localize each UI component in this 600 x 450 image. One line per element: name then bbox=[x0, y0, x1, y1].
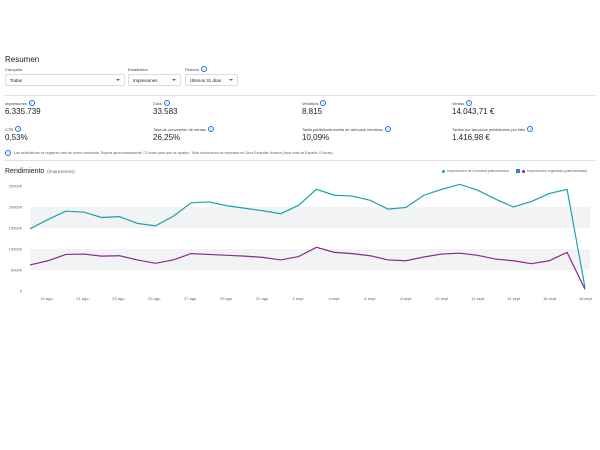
info-icon[interactable]: i bbox=[28, 100, 35, 106]
stats-note-text: Las estadísticas se registran casi de fo… bbox=[14, 151, 334, 155]
legend-dot-icon bbox=[442, 169, 445, 173]
performance-title: Rendimiento (Impresiones) bbox=[5, 168, 75, 175]
series-line-ads bbox=[29, 183, 586, 288]
metric-value: 6.335.739 bbox=[5, 107, 41, 116]
metric-avg-ad-rate: Tarifa publicitaria media de artículos v… bbox=[302, 126, 391, 142]
info-icon[interactable]: i bbox=[163, 100, 170, 106]
metric-label: Tarifas por anuncios publicitarios por f… bbox=[452, 126, 526, 132]
y-tick-label: 250000 bbox=[9, 184, 23, 189]
legend-series2[interactable]: ✓ Impresiones orgánicas (patrocinadas) bbox=[516, 169, 587, 173]
y-tick-label: 50000 bbox=[11, 268, 23, 273]
metric-ctr: CTR i 0,53% bbox=[5, 126, 28, 142]
legend-dot-icon bbox=[522, 169, 525, 173]
x-tick-label: 6 sept. bbox=[364, 296, 376, 301]
x-tick-label: 2 sept. bbox=[293, 296, 305, 301]
performance-subtitle: (Impresiones) bbox=[47, 169, 75, 174]
metric-value: 1.416,98 € bbox=[452, 133, 490, 142]
x-tick-label: 23 ago. bbox=[112, 296, 125, 301]
period-filter-label: Periodo bbox=[185, 66, 199, 72]
info-icon[interactable]: i bbox=[207, 126, 214, 132]
metric-sales: Ventas i 14.043,71 € bbox=[452, 100, 494, 116]
metric-label: Ventas bbox=[452, 100, 465, 106]
metric-clicks: Clics i 33.583 bbox=[153, 100, 177, 116]
campaign-filter: Campaña Todas bbox=[5, 66, 125, 86]
metric-value: 33.583 bbox=[153, 107, 178, 116]
statistic-select-value: Impresiones bbox=[133, 77, 158, 83]
period-select-value: Últimos 31 días bbox=[190, 77, 222, 83]
info-icon[interactable]: i bbox=[527, 126, 534, 132]
metric-label: Impresiones bbox=[5, 100, 27, 106]
metric-label: Tarifa publicitaria media de artículos v… bbox=[302, 126, 383, 132]
metric-value: 14.043,71 € bbox=[452, 107, 495, 116]
metric-label: CTR bbox=[5, 126, 14, 132]
metric-conversion-rate: Tasa de conversión de ventas i 26,25% bbox=[153, 126, 214, 142]
x-tick-label: 12 sept. bbox=[471, 296, 485, 301]
period-filter: Periodo i Últimos 31 días bbox=[185, 66, 238, 86]
metric-label: Vendidos bbox=[302, 100, 319, 106]
y-tick-label: 0 bbox=[20, 289, 23, 294]
page-title: Resumen bbox=[5, 55, 40, 64]
chevron-down-icon bbox=[172, 79, 176, 81]
metric-value: 8.815 bbox=[302, 107, 323, 116]
statistic-filter-label: Estadística bbox=[128, 66, 148, 72]
metric-ad-fees: Tarifas por anuncios publicitarios por f… bbox=[452, 126, 534, 142]
stats-note: i Las estadísticas se registran casi de … bbox=[5, 150, 334, 156]
statistic-filter: Estadística Impresiones bbox=[128, 66, 181, 86]
info-icon[interactable]: i bbox=[384, 126, 391, 132]
info-icon: i bbox=[5, 150, 11, 156]
statistic-select[interactable]: Impresiones bbox=[128, 74, 181, 86]
info-icon[interactable]: i bbox=[320, 100, 327, 106]
legend-series2-label: Impresiones orgánicas (patrocinadas) bbox=[527, 169, 588, 173]
x-axis: 19 ago. 21 ago. 23 ago. 25 ago. 27 ago. 29 ag… bbox=[40, 296, 593, 301]
x-tick-label: 25 ago. bbox=[148, 296, 161, 301]
metric-value: 26,25% bbox=[153, 133, 181, 142]
chart-band bbox=[30, 207, 590, 228]
y-axis: 0 50000 100000 150000 200000 250000 bbox=[9, 184, 23, 294]
x-tick-label: 19 ago. bbox=[40, 296, 53, 301]
x-tick-label: 10 sept. bbox=[435, 296, 449, 301]
metric-label: Clics bbox=[153, 100, 162, 106]
x-tick-label: 18 sept. bbox=[579, 296, 593, 301]
x-tick-label: 31 ago. bbox=[256, 296, 269, 301]
chevron-down-icon bbox=[116, 79, 120, 81]
y-tick-label: 100000 bbox=[9, 247, 23, 252]
campaign-select-value: Todas bbox=[10, 77, 23, 83]
x-tick-label: 8 sept. bbox=[400, 296, 412, 301]
campaign-filter-label: Campaña bbox=[5, 66, 23, 72]
divider bbox=[5, 95, 595, 96]
chevron-down-icon bbox=[229, 79, 233, 81]
x-tick-label: 16 sept. bbox=[543, 296, 557, 301]
y-tick-label: 200000 bbox=[9, 205, 23, 210]
performance-chart: 0 50000 100000 150000 200000 250000 19 ago. 21… bbox=[9, 183, 593, 302]
x-tick-label: 21 ago. bbox=[76, 296, 89, 301]
x-tick-label: 29 ago. bbox=[220, 296, 233, 301]
info-icon[interactable]: i bbox=[466, 100, 473, 106]
legend-series1-label: Impresiones de Anuncios patrocinados bbox=[447, 169, 509, 173]
y-tick-label: 150000 bbox=[9, 226, 23, 231]
campaign-select[interactable]: Todas bbox=[5, 74, 125, 86]
checkbox-checked-icon[interactable]: ✓ bbox=[516, 169, 520, 173]
x-tick-label: 4 sept. bbox=[328, 296, 340, 301]
metric-value: 10,09% bbox=[302, 133, 330, 142]
info-icon[interactable]: i bbox=[15, 126, 22, 132]
metric-value: 0,53% bbox=[5, 133, 28, 142]
info-icon[interactable]: i bbox=[200, 66, 207, 72]
metric-sold: Vendidos i 8.815 bbox=[302, 100, 327, 116]
legend-series1[interactable]: Impresiones de Anuncios patrocinados bbox=[442, 169, 509, 173]
performance-title-text: Rendimiento bbox=[5, 168, 45, 175]
metric-label: Tasa de conversión de ventas bbox=[153, 126, 206, 132]
x-tick-label: 27 ago. bbox=[184, 296, 197, 301]
divider bbox=[5, 160, 595, 161]
period-select[interactable]: Últimos 31 días bbox=[185, 74, 238, 86]
x-tick-label: 14 sept. bbox=[507, 296, 521, 301]
series-line-organic bbox=[29, 246, 586, 290]
metric-impressions: Impresiones i 6.335.739 bbox=[5, 100, 41, 116]
